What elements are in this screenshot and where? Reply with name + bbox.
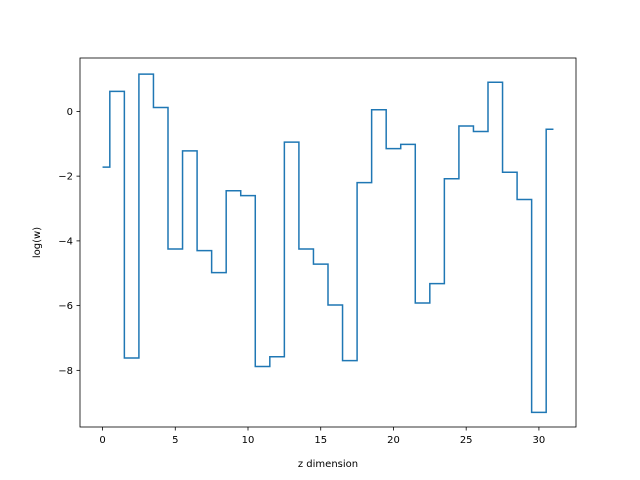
y-tick-label: 0 xyxy=(67,107,73,118)
x-tick-label: 10 xyxy=(242,435,255,446)
y-axis-label: log(w) xyxy=(32,227,43,258)
series-line-0 xyxy=(102,73,554,414)
x-axis-label: z dimension xyxy=(298,459,358,470)
x-tick-label: 30 xyxy=(533,435,546,446)
plot-area xyxy=(102,73,554,414)
x-tick-label: 25 xyxy=(460,435,473,446)
x-tick-label: 20 xyxy=(387,435,400,446)
y-tick-label: −4 xyxy=(58,236,73,247)
x-tick-label: 5 xyxy=(172,435,178,446)
y-tick-label: −6 xyxy=(58,301,73,312)
y-tick-label: −8 xyxy=(58,366,73,377)
y-axis-ticks: −8 −6 −4 −2 0 xyxy=(58,107,80,377)
x-axis-ticks: 0 5 10 15 20 25 30 xyxy=(99,427,545,446)
x-tick-label: 15 xyxy=(314,435,327,446)
y-tick-label: −2 xyxy=(58,172,73,183)
x-tick-label: 0 xyxy=(99,435,105,446)
axes-frame xyxy=(79,57,577,428)
